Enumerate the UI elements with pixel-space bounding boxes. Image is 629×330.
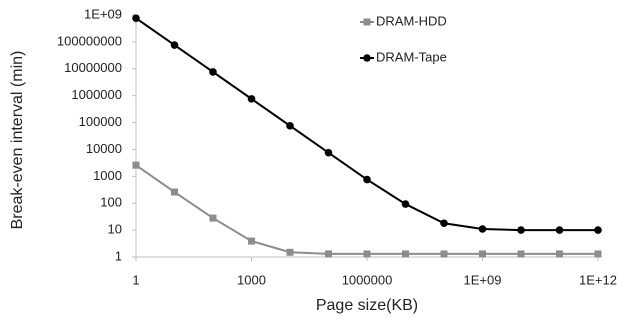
data-point	[517, 250, 525, 258]
data-point	[440, 250, 448, 258]
data-point	[324, 148, 333, 157]
data-point	[440, 219, 448, 228]
x-tick-label: 1000000	[342, 272, 393, 287]
x-axis-title: Page size(KB)	[316, 297, 418, 314]
data-point	[478, 225, 487, 233]
x-tick-label: 1E+12	[579, 272, 617, 287]
y-axis-title: Break-even interval (min)	[9, 51, 26, 230]
y-tick-label: 100000000	[57, 33, 122, 48]
y-tick-label: 100	[100, 195, 122, 210]
x-tick-label: 1E+09	[464, 272, 502, 287]
legend-marker	[363, 18, 371, 26]
legend-marker	[363, 54, 371, 62]
data-point	[209, 214, 217, 222]
data-point	[325, 250, 332, 258]
data-point	[363, 250, 371, 258]
legend-label: DRAM-Tape	[376, 49, 447, 64]
data-point	[401, 200, 410, 208]
y-tick-label: 10000000	[64, 60, 122, 75]
data-point	[517, 226, 525, 234]
data-point	[555, 226, 564, 234]
data-point	[363, 175, 371, 184]
data-point	[132, 14, 140, 23]
data-point	[556, 250, 563, 258]
data-point	[286, 248, 294, 256]
data-point	[286, 121, 294, 130]
x-tick-label: 1	[132, 272, 139, 287]
data-point	[247, 95, 256, 103]
data-point	[402, 250, 409, 258]
series-line	[135, 17, 598, 232]
y-tick-label: 10000	[86, 141, 122, 156]
data-point	[170, 41, 179, 49]
y-tick-label: 1000	[93, 168, 122, 183]
x-tick-label: 1000	[237, 272, 266, 287]
legend-label: DRAM-HDD	[376, 13, 447, 28]
data-point	[132, 161, 140, 169]
y-tick-label: 1E+09	[84, 6, 122, 21]
data-point	[594, 226, 602, 234]
y-tick-label: 100000	[79, 114, 122, 129]
data-point	[209, 68, 217, 76]
y-tick-label: 10	[108, 222, 122, 237]
y-tick-label: 1	[115, 248, 122, 263]
data-point	[594, 250, 602, 258]
y-tick-label: 1000000	[71, 87, 122, 102]
data-point	[479, 250, 486, 258]
data-point	[171, 188, 178, 196]
data-point	[248, 237, 255, 245]
